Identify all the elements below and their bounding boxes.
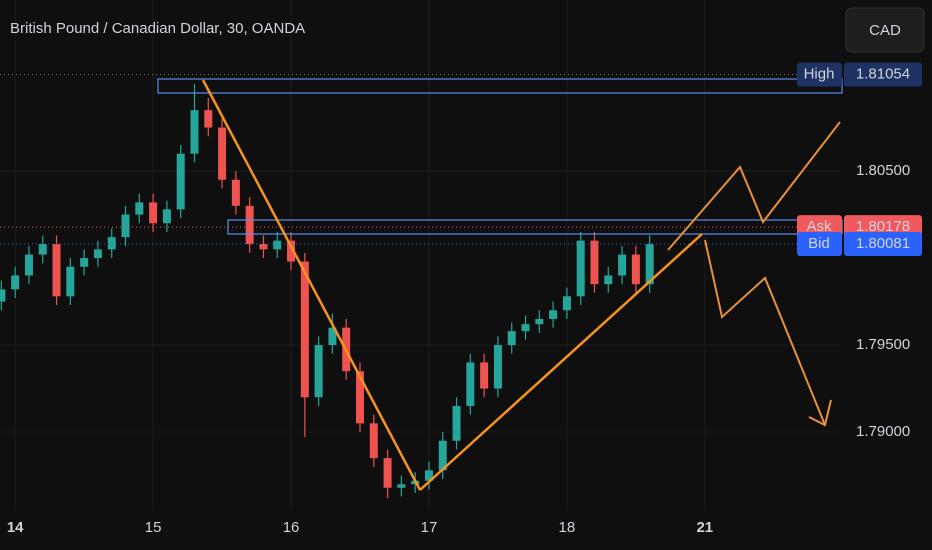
trend-line: [419, 233, 703, 491]
trend-line: [201, 79, 422, 491]
zone-box: [157, 78, 843, 94]
drawings: [157, 78, 843, 491]
candle-body: [121, 214, 130, 238]
candle-body: [328, 327, 337, 346]
candle-body: [576, 240, 585, 297]
price-tag-name: Bid: [808, 235, 830, 252]
y-tick-label: 1.79000: [856, 423, 910, 440]
x-tick-label: 14: [7, 519, 24, 536]
x-tick-label: 18: [559, 519, 576, 536]
candle-body: [383, 458, 392, 488]
candle-body: [397, 484, 406, 488]
projection: [667, 121, 841, 427]
arrow-head: [808, 399, 832, 427]
candle-body: [424, 470, 433, 481]
candle-body: [300, 261, 309, 398]
candle-body: [466, 362, 475, 406]
y-tick-label: 1.80500: [856, 162, 910, 179]
candle-body: [645, 244, 654, 285]
candle-body: [0, 289, 6, 302]
candle-body: [218, 127, 227, 180]
price-tag-name: Ask: [806, 218, 832, 235]
candle-body: [493, 345, 502, 389]
price-tag-name-bg: [797, 62, 842, 87]
candle-body: [66, 266, 75, 297]
candle-body: [590, 240, 599, 285]
x-tick-label: 21: [696, 519, 713, 536]
candle-body: [273, 240, 282, 250]
price-tag-value: 1.80178: [856, 218, 910, 235]
x-tick-label: 17: [421, 519, 438, 536]
candle-body: [452, 405, 461, 441]
projection-down: [704, 239, 826, 426]
candle-body: [507, 331, 516, 346]
candle-body: [245, 205, 254, 245]
price-tag-value: 1.81054: [856, 66, 910, 83]
candle-body: [80, 258, 89, 267]
candle-body: [231, 179, 240, 206]
candle-body: [38, 244, 47, 255]
plot: [0, 0, 840, 510]
price-tag-name-bg: [797, 231, 842, 256]
candle-body: [562, 296, 571, 311]
trend-lines: [201, 79, 703, 491]
candle-body: [521, 324, 530, 332]
candle-body: [52, 244, 61, 297]
candle-body: [356, 371, 364, 424]
candle-body: [535, 318, 544, 325]
price-tag-bg: [844, 231, 922, 256]
candle-body: [24, 254, 33, 276]
candle-body: [438, 440, 447, 471]
y-tick-label: 1.79500: [856, 336, 910, 353]
candle-body: [631, 254, 640, 285]
chart-title: British Pound / Canadian Dollar, 30, OAN…: [10, 20, 305, 37]
x-tick-label: 15: [145, 519, 162, 536]
candle-body: [11, 275, 20, 290]
candle-body: [149, 202, 158, 224]
candle-body: [107, 237, 116, 250]
candle-body: [93, 249, 102, 259]
currency-button[interactable]: [845, 7, 925, 53]
candle-body: [135, 202, 144, 215]
price-tag-name: High: [804, 66, 835, 83]
x-tick-label: 16: [283, 519, 300, 536]
candle-body: [604, 275, 613, 285]
candle-body: [480, 362, 489, 389]
currency-label[interactable]: CAD: [869, 22, 901, 39]
candle-body: [549, 310, 558, 319]
price-tag-value: 1.80081: [856, 235, 910, 252]
candle-body: [287, 240, 296, 262]
candle-body: [369, 423, 378, 459]
candle-body: [190, 110, 199, 154]
candle-body: [176, 153, 185, 210]
price-tag-bg: [844, 62, 922, 87]
candle-body: [259, 244, 268, 250]
candle-body: [162, 209, 171, 224]
candle-body: [314, 345, 323, 398]
candle-body: [618, 254, 627, 276]
projection-up: [667, 121, 841, 251]
candle-body: [204, 110, 213, 128]
